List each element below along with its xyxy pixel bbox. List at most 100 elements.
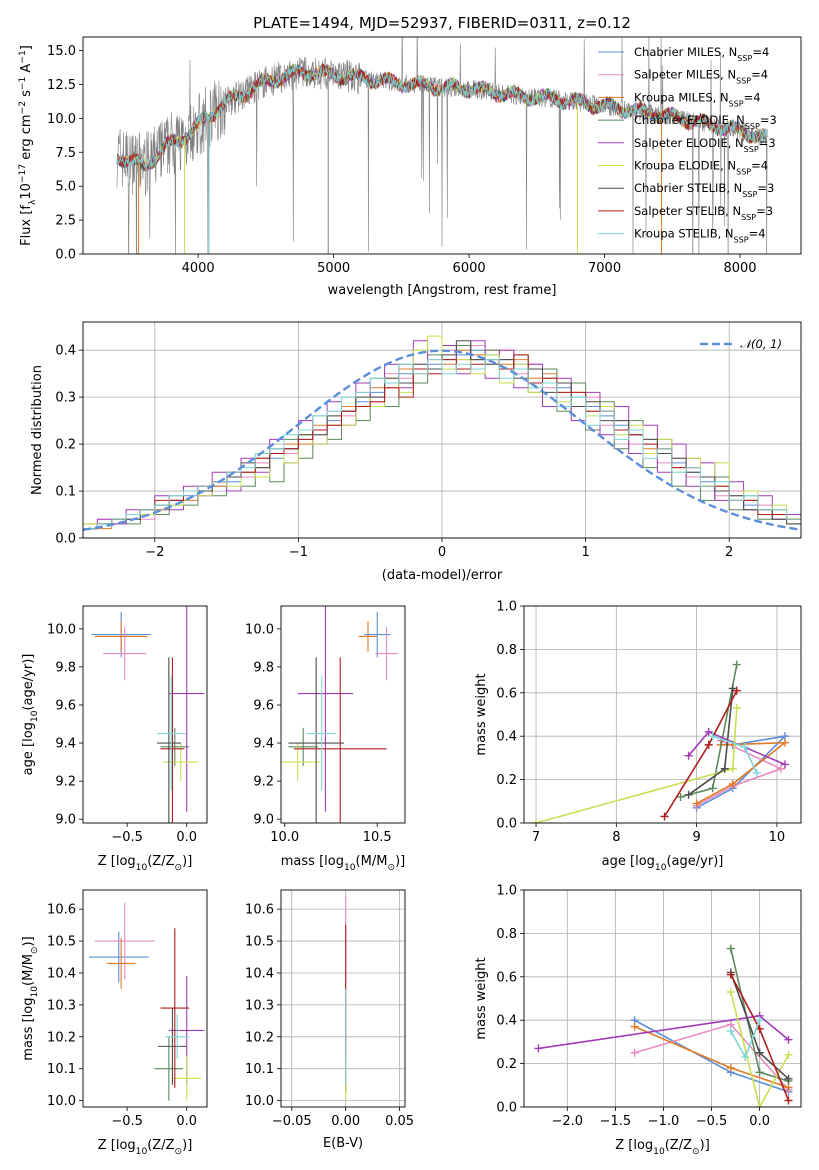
legend-label-chabrier_elodie: Chabrier ELODIE, NSSP=3 [634,113,777,131]
axes-frame [280,605,406,824]
axes-frame [523,605,802,824]
x-axis-label: E(B-V) [323,1136,363,1151]
x-tick-label: −0.5 [111,830,143,845]
plot-area [83,335,801,538]
y-axis-label: age [log10(age/yr)] [21,654,40,776]
y-tick-label: 10.3 [245,998,274,1013]
y-tick-label: 0.0 [496,817,517,832]
x-axis-label: Z [log10(Z/Z⊙)] [98,1138,193,1157]
plus-marker [692,799,701,808]
y-tick-label: 10.0 [245,1094,274,1109]
plus-marker [780,738,789,747]
panel-mass_vs_Z: −0.5 0.0 10.0 10.1 10.2 10.3 10.4 10.5 10.6 Z [lo… [21,889,208,1157]
mass-weight-series-kroupa_elodie [726,987,793,1107]
x-axis-label: Z [log10(Z/Z⊙)] [615,1138,710,1157]
x-tick-label: 2 [725,545,733,560]
errorbar-point-kroupa_stelib [306,676,337,791]
plus-marker [776,764,785,773]
y-tick-label: 12.5 [47,78,76,93]
errorbar-point-chabrier_stelib [158,1008,187,1085]
y-tick-label: 5.0 [55,180,76,195]
y-tick-label: 0.8 [496,643,517,658]
axes-frame [82,889,208,1108]
y-tick-label: 10.0 [47,112,76,127]
errorbar-point-salpeter_miles [103,626,147,681]
x-tick-label: 0.0 [176,830,197,845]
plus-marker [726,944,735,953]
legend-label-chabrier_miles: Chabrier MILES, NSSP=4 [634,45,769,63]
x-tick-label: −0.5 [111,1114,143,1129]
errorbar-point-salpeter_stelib [160,928,190,1088]
spectrum-legend: Chabrier MILES, NSSP=4 Salpeter MILES, NS… [598,45,777,244]
plot-area [116,37,768,254]
plus-marker [630,1048,639,1057]
x-tick-label: 9 [692,830,700,845]
y-tick-label: 2.5 [55,214,76,229]
plus-marker [728,779,737,788]
errorbar-point-chabrier_elodie [288,727,319,766]
y-tick-label: 9.6 [253,698,274,713]
mass-weight-series-kroupa_miles [630,1022,793,1092]
x-tick-label: 6000 [453,261,486,276]
errorbar-point-kroupa_stelib [165,1014,190,1060]
plus-marker [784,1035,793,1044]
errorbar-point-salpeter_miles [94,902,155,980]
errorbar-point-salpeter_stelib [293,657,387,823]
y-tick-label: 0.8 [496,927,517,942]
plus-marker [532,819,541,823]
plus-marker [755,1048,764,1057]
series-line [535,707,738,823]
y-tick-label: 0.6 [496,970,517,985]
x-axis-label: Z [log10(Z/Z⊙)] [98,854,193,873]
plus-marker [684,751,693,760]
legend-label-kroupa_elodie: Kroupa ELODIE, NSSP=4 [634,159,768,177]
plus-marker [728,764,737,773]
errorbar-point-chabrier_elodie [154,1036,184,1101]
plus-marker [704,727,713,736]
y-tick-label: 9.6 [55,698,76,713]
y-tick-label: 10.2 [47,1030,76,1045]
y-tick-label: 0.0 [55,248,76,263]
y-tick-label: 10.6 [245,903,274,918]
x-tick-label: 1 [581,545,589,560]
plus-marker [784,1074,793,1083]
x-tick-label: 0.00 [331,1114,360,1129]
axes-frame [82,321,802,539]
normal-curve [83,349,801,531]
x-tick-label: −1 [289,545,308,560]
plus-marker [684,790,693,799]
plus-marker [740,743,749,752]
y-tick-label: 10.4 [47,966,76,981]
mass-weight-series-kroupa_stelib [708,732,761,778]
plus-marker [720,764,729,773]
y-tick-label: 0.4 [496,730,517,745]
mass-weight-series-salpeter_stelib [726,970,793,1105]
legend-label-kroupa_stelib: Kroupa STELIB, NSSP=4 [634,227,766,245]
axes-frame [82,605,208,824]
plus-marker [726,970,735,979]
plus-marker [728,684,737,693]
y-tick-label: 9.2 [253,775,274,790]
y-axis-label: mass weight [474,957,489,1039]
normal-legend-label: 𝒩(0, 1) [740,337,782,351]
y-tick-label: 10.1 [245,1062,274,1077]
x-tick-label: 8000 [723,261,756,276]
y-axis-label: Flux [fλ10−17 erg cm−2 s−1 A−1] [18,45,38,246]
series-line [696,734,788,809]
x-tick-label: −2.0 [551,1114,583,1129]
panel-massweight_vs_age: 7 8 9 10 0.0 0.2 0.4 0.6 0.8 1.0 age [log10(age/yr… [474,600,802,873]
plus-marker [676,792,685,801]
x-tick-label: 10.5 [363,830,392,845]
mass-weight-series-salpeter_elodie [684,727,789,769]
histogram-chabrier_stelib [83,340,801,538]
plus-marker [784,1050,793,1059]
legend-label-salpeter_elodie: Salpeter ELODIE, NSSP=3 [634,136,776,154]
plus-marker [732,660,741,669]
plus-marker [752,769,761,778]
x-tick-label: −0.5 [696,1114,728,1129]
y-tick-label: 0.0 [496,1101,517,1116]
y-tick-label: 9.0 [55,813,76,828]
y-tick-label: 10.2 [245,1030,274,1045]
x-tick-label: 0 [438,545,446,560]
